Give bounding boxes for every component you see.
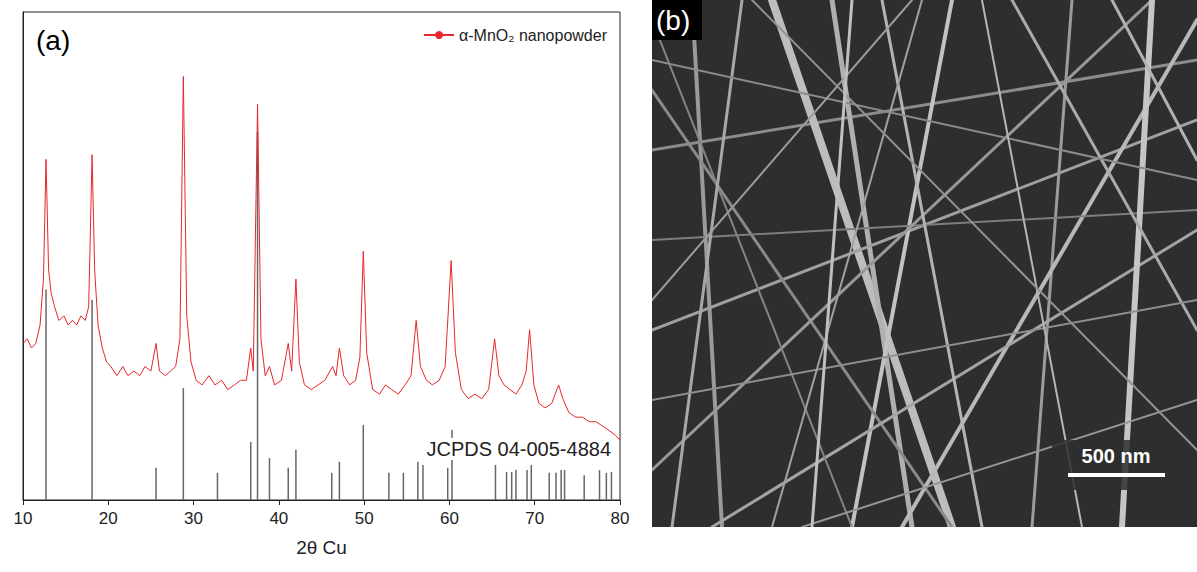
svg-text:50: 50 [355,509,374,528]
svg-text:(a): (a) [36,25,70,56]
svg-text:60: 60 [440,509,459,528]
svg-text:80: 80 [611,509,630,528]
svg-text:10: 10 [14,509,33,528]
svg-text:40: 40 [269,509,288,528]
svg-text:500 nm: 500 nm [1082,445,1151,467]
svg-text:70: 70 [525,509,544,528]
svg-text:30: 30 [184,509,203,528]
svg-text:2θ Cu: 2θ Cu [296,537,347,558]
svg-text:20: 20 [99,509,118,528]
svg-text:(b): (b) [656,5,690,36]
svg-text:α-MnO₂ nanopowder: α-MnO₂ nanopowder [459,27,608,44]
svg-text:JCPDS 04-005-4884: JCPDS 04-005-4884 [426,438,611,460]
